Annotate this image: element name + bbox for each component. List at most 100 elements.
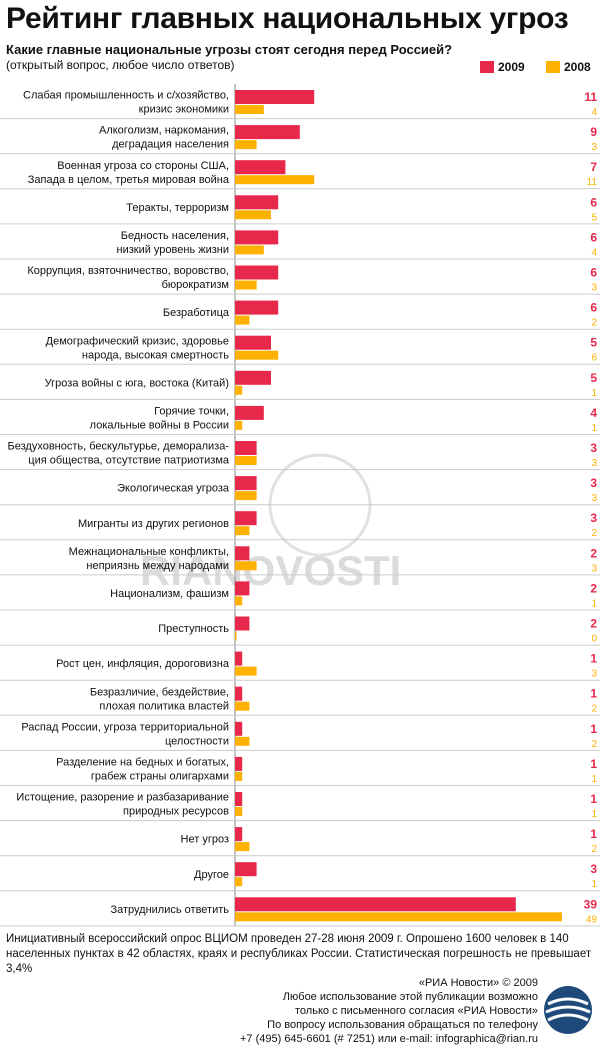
category-label: Слабая промышленность и с/хозяйство, (23, 90, 229, 102)
bar-2008 (235, 456, 257, 465)
bar-2008 (235, 596, 243, 606)
value-label-2009: 3 (590, 511, 597, 525)
category-label: Демографический кризис, здоровье (46, 335, 229, 347)
bar-2008 (235, 807, 243, 816)
category-label: грабеж страны олигархами (91, 770, 229, 782)
copyright-line: «РИА Новости» © 2009 (418, 977, 538, 989)
bar-2008 (235, 420, 243, 430)
category-label: низкий уровень жизни (117, 244, 230, 256)
value-label-2009: 6 (590, 266, 597, 280)
bar-2009 (235, 581, 250, 596)
ria-novosti-watermark: RIANOVOSTI (140, 453, 401, 594)
value-label-2008: 6 (591, 353, 597, 364)
value-label-2009: 9 (590, 125, 597, 139)
value-label-2009: 6 (590, 230, 597, 244)
chart-subtitle: Какие главные национальные угрозы стоят … (6, 42, 453, 57)
value-label-2008: 3 (591, 142, 597, 153)
bar-2009 (235, 651, 243, 666)
value-label-2009: 2 (590, 617, 597, 631)
value-label-2009: 11 (584, 90, 597, 104)
value-label-2008: 1 (591, 388, 597, 399)
bar-2008 (235, 701, 250, 711)
category-label: неприязнь между народами (86, 560, 229, 572)
value-label-2008: 4 (591, 247, 597, 258)
value-label-2008: 3 (591, 563, 597, 574)
value-label-2008: 2 (591, 528, 597, 539)
bar-2008 (235, 526, 250, 536)
category-label: Рост цен, инфляция, дороговизна (56, 658, 230, 670)
category-label: ция общества, отсутствие патриотизма (28, 455, 230, 467)
category-label: Истощение, разорение и разбазаривание (16, 792, 229, 804)
value-label-2008: 2 (591, 739, 597, 750)
bar-2008 (235, 175, 315, 185)
category-label: плохая политика властей (99, 700, 229, 712)
category-label: Алкоголизм, наркомания, (99, 125, 229, 137)
value-label-2008: 11 (587, 177, 598, 188)
bar-2008 (235, 666, 257, 676)
value-label-2008: 3 (591, 493, 597, 504)
bar-2009 (235, 230, 279, 245)
value-label-2009: 6 (590, 301, 597, 315)
category-label: природных ресурсов (123, 806, 229, 818)
value-label-2008: 1 (591, 423, 597, 434)
bar-2009 (235, 546, 250, 561)
value-label-2008: 1 (591, 809, 597, 820)
bar-2008 (235, 210, 271, 220)
value-label-2009: 5 (590, 371, 597, 385)
category-label: Распад России, угроза территориальной (21, 721, 229, 733)
bar-2008 (235, 842, 250, 852)
value-label-2008: 2 (591, 844, 597, 855)
watermark-text: RIANOVOSTI (140, 547, 401, 594)
value-label-2008: 3 (591, 669, 597, 680)
bar-2009 (235, 300, 279, 315)
bar-2009 (235, 897, 516, 912)
value-label-2009: 5 (590, 336, 597, 350)
category-label: Коррупция, взяточничество, воровство, (27, 265, 229, 277)
bar-2009 (235, 616, 250, 631)
category-label: Бедность населения, (121, 230, 229, 242)
category-label: Бездуховность, бескультурье, деморализа- (8, 441, 230, 453)
bar-2009 (235, 792, 243, 806)
value-label-2008: 2 (591, 318, 597, 329)
category-label: локальные войны в России (90, 419, 229, 431)
bar-2008 (235, 736, 250, 746)
category-label: Горячие точки, (154, 405, 229, 417)
category-label: народа, высокая смертность (82, 349, 229, 361)
bar-2008 (235, 491, 257, 501)
bar-2008 (235, 350, 279, 360)
value-label-2009: 1 (590, 722, 597, 736)
category-label: Разделение на бедных и богатых, (56, 756, 229, 768)
legend-2009-label: 2009 (498, 60, 525, 74)
legend-2008-label: 2008 (564, 60, 591, 74)
bar-2009 (235, 405, 264, 420)
value-label-2008: 3 (591, 458, 597, 469)
chart-title: Рейтинг главных национальных угроз (6, 2, 569, 35)
value-label-2009: 4 (590, 406, 597, 420)
category-label: Угроза войны с юга, востока (Китай) (45, 377, 229, 389)
bar-2009 (235, 335, 271, 350)
category-label: Теракты, терроризм (126, 202, 229, 214)
bar-2008 (235, 385, 243, 395)
category-label: деградация населения (112, 139, 229, 151)
bar-2009 (235, 90, 315, 104)
bar-2008 (235, 245, 264, 255)
value-label-2009: 7 (590, 160, 597, 174)
bar-2009 (235, 721, 243, 736)
value-label-2008: 1 (591, 598, 597, 609)
value-label-2009: 1 (590, 687, 597, 701)
category-label: Безработица (163, 307, 230, 319)
bar-2009 (235, 441, 257, 455)
category-label: Мигранты из других регионов (78, 518, 229, 530)
category-label: бюрократизм (162, 279, 229, 291)
value-label-2008: 1 (591, 774, 597, 785)
category-label: Затруднились ответить (110, 904, 229, 916)
category-label: целостности (165, 735, 229, 747)
legend-2008: 2008 (546, 60, 591, 74)
bar-2009 (235, 125, 300, 140)
bar-2008 (235, 561, 257, 571)
value-label-2009: 39 (584, 897, 598, 911)
bar-2009 (235, 370, 271, 385)
value-label-2009: 1 (590, 757, 597, 771)
copyright-block: «РИА Новости» © 2009 Любое использование… (198, 976, 538, 1046)
bar-2009 (235, 511, 257, 526)
